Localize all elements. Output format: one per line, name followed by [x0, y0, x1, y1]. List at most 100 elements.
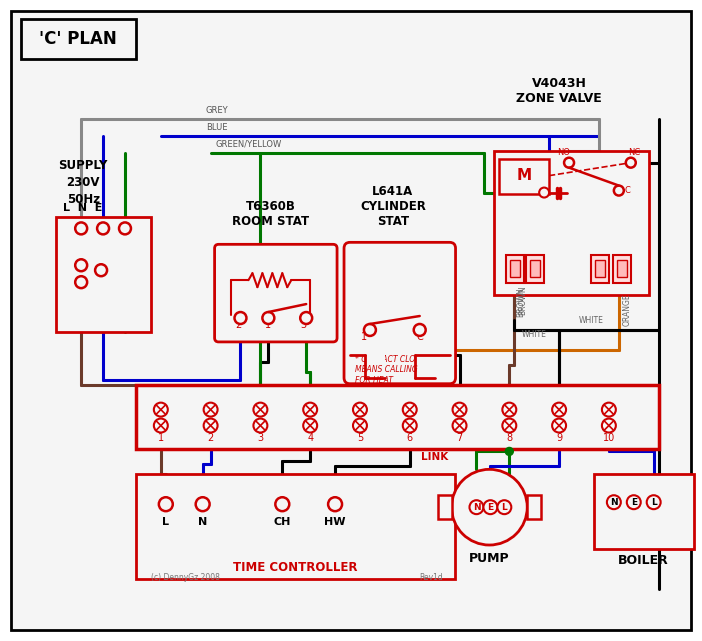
Circle shape [470, 500, 484, 514]
Circle shape [263, 312, 274, 324]
Circle shape [119, 222, 131, 235]
Circle shape [602, 419, 616, 433]
Text: Rev1d: Rev1d [420, 573, 444, 582]
Circle shape [253, 403, 267, 417]
Text: 1: 1 [265, 320, 272, 330]
Text: GREY: GREY [206, 106, 228, 115]
Text: BROWN: BROWN [518, 285, 527, 315]
Circle shape [503, 419, 516, 433]
Circle shape [364, 324, 376, 336]
Text: BLUE: BLUE [206, 123, 227, 132]
Text: PUMP: PUMP [469, 552, 510, 565]
Circle shape [196, 497, 210, 511]
FancyBboxPatch shape [56, 217, 151, 332]
Circle shape [614, 186, 624, 196]
Circle shape [503, 403, 516, 417]
Text: 1*: 1* [361, 332, 371, 342]
Circle shape [453, 419, 467, 433]
FancyBboxPatch shape [499, 159, 549, 194]
Text: 3*: 3* [300, 320, 312, 330]
FancyBboxPatch shape [613, 255, 631, 283]
Text: * CONTACT CLOSED
MEANS CALLING
FOR HEAT: * CONTACT CLOSED MEANS CALLING FOR HEAT [355, 355, 431, 385]
FancyBboxPatch shape [415, 340, 435, 365]
Circle shape [564, 158, 574, 168]
Text: 1: 1 [158, 433, 164, 442]
Text: BROWN: BROWN [516, 287, 525, 317]
Text: 2: 2 [208, 433, 213, 442]
Circle shape [539, 188, 549, 197]
Circle shape [154, 403, 168, 417]
Text: C: C [416, 332, 423, 342]
Text: SUPPLY
230V
50Hz: SUPPLY 230V 50Hz [58, 159, 108, 206]
Circle shape [602, 403, 616, 417]
Text: M: M [517, 168, 532, 183]
Circle shape [627, 495, 641, 509]
Circle shape [303, 403, 317, 417]
FancyBboxPatch shape [344, 242, 456, 384]
FancyBboxPatch shape [22, 19, 136, 59]
Circle shape [234, 312, 246, 324]
Circle shape [253, 419, 267, 433]
Text: CH: CH [274, 517, 291, 527]
Text: V4043H
ZONE VALVE: V4043H ZONE VALVE [516, 77, 602, 105]
Circle shape [484, 500, 497, 514]
Text: N: N [198, 517, 207, 527]
Text: WHITE: WHITE [522, 331, 546, 340]
FancyBboxPatch shape [530, 260, 540, 277]
Circle shape [275, 497, 289, 511]
Circle shape [353, 403, 367, 417]
Circle shape [300, 312, 312, 324]
Circle shape [204, 419, 218, 433]
Text: L: L [651, 497, 656, 506]
FancyBboxPatch shape [437, 495, 451, 519]
Circle shape [403, 419, 417, 433]
Circle shape [451, 469, 527, 545]
Circle shape [75, 222, 87, 235]
Circle shape [403, 403, 417, 417]
FancyBboxPatch shape [215, 244, 337, 342]
FancyBboxPatch shape [594, 474, 694, 549]
Circle shape [647, 495, 661, 509]
Circle shape [497, 500, 511, 514]
Circle shape [413, 324, 425, 336]
FancyBboxPatch shape [11, 12, 691, 629]
Circle shape [95, 264, 107, 276]
Text: N: N [610, 497, 618, 506]
Text: L: L [501, 503, 508, 512]
Circle shape [353, 419, 367, 433]
Text: 3: 3 [258, 433, 263, 442]
Text: HW: HW [324, 517, 346, 527]
Circle shape [154, 419, 168, 433]
Text: TIME CONTROLLER: TIME CONTROLLER [233, 561, 357, 574]
Text: 8: 8 [506, 433, 512, 442]
Circle shape [552, 419, 566, 433]
Circle shape [75, 276, 87, 288]
FancyBboxPatch shape [136, 474, 455, 579]
FancyBboxPatch shape [595, 260, 605, 277]
Text: ORANGE: ORANGE [623, 294, 632, 326]
FancyBboxPatch shape [527, 495, 541, 519]
FancyBboxPatch shape [617, 260, 627, 277]
Circle shape [75, 259, 87, 271]
Text: L: L [162, 517, 169, 527]
Circle shape [505, 447, 513, 455]
FancyBboxPatch shape [510, 260, 520, 277]
Text: T6360B
ROOM STAT: T6360B ROOM STAT [232, 201, 309, 228]
Text: NO: NO [557, 147, 571, 156]
Circle shape [625, 158, 636, 168]
Text: 'C' PLAN: 'C' PLAN [39, 30, 117, 48]
Circle shape [159, 497, 173, 511]
Text: 4: 4 [307, 433, 313, 442]
FancyBboxPatch shape [506, 255, 524, 283]
Circle shape [303, 419, 317, 433]
Text: (c) DennyGz 2008: (c) DennyGz 2008 [152, 573, 220, 582]
Text: 9: 9 [556, 433, 562, 442]
Text: C: C [625, 185, 630, 195]
Text: NC: NC [628, 147, 640, 156]
Circle shape [453, 403, 467, 417]
Text: 6: 6 [406, 433, 413, 442]
Text: WHITE: WHITE [579, 316, 604, 325]
Text: L  N  E: L N E [63, 203, 103, 213]
Text: GREEN/YELLOW: GREEN/YELLOW [216, 140, 282, 149]
Text: E: E [487, 503, 494, 512]
